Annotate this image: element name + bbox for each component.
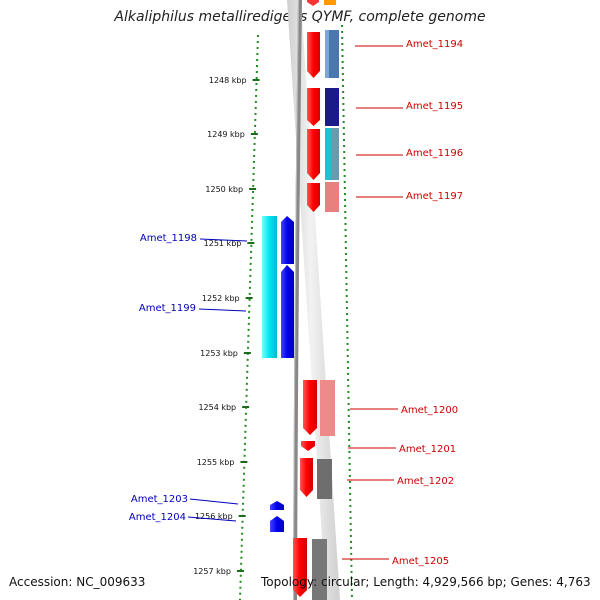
- gene-fragment-top: [324, 0, 336, 5]
- right-dotted-guide: [341, 24, 353, 600]
- ruler-tick-label: 1251 kbp: [204, 239, 242, 248]
- ruler-tick-label: 1249 kbp: [207, 130, 245, 139]
- ruler: 1248 kbp 1249 kbp 1250 kbp 1251 kbp 1252 kbp…: [193, 76, 260, 576]
- ruler-tick-label: 1253 kbp: [200, 349, 238, 358]
- gene-label-amet-1198[interactable]: Amet_1198: [140, 233, 197, 244]
- gene-arrow-amet-1198[interactable]: [281, 216, 294, 264]
- gene-leader-line: [199, 238, 248, 242]
- gene-label-amet-1195[interactable]: Amet_1195: [406, 101, 463, 112]
- gene-box-amet-1195[interactable]: [325, 88, 339, 126]
- gene-arrow-amet-1195[interactable]: [307, 88, 320, 126]
- gene-label-amet-1199[interactable]: Amet_1199: [139, 303, 196, 314]
- gene-label-amet-1205[interactable]: Amet_1205: [392, 556, 449, 567]
- backbone-band: [287, 0, 340, 600]
- gene-label-amet-1203[interactable]: Amet_1203: [131, 494, 188, 505]
- ruler-tick-label: 1257 kbp: [193, 567, 231, 576]
- gene-box-amet-1205[interactable]: [312, 539, 327, 600]
- ruler-tick-label: 1252 kbp: [202, 294, 240, 303]
- gene-arrow-amet-1196[interactable]: [307, 129, 320, 180]
- ruler-tick-label: 1254 kbp: [198, 403, 236, 412]
- gene-box-amet-1202[interactable]: [317, 459, 332, 499]
- gene-labels: Amet_1194 Amet_1195 Amet_1196 Amet_1197 Amet…: [129, 39, 463, 567]
- gene-leader-line: [198, 308, 247, 312]
- forward-strand-genes: [293, 30, 339, 600]
- gene-label-amet-1194[interactable]: Amet_1194: [406, 39, 463, 50]
- left-dotted-guide: [239, 34, 259, 600]
- gene-arrow-amet-1199[interactable]: [281, 265, 294, 358]
- gene-arrow-amet-1194[interactable]: [307, 32, 320, 78]
- gene-label-amet-1201[interactable]: Amet_1201: [399, 444, 456, 455]
- gene-label-amet-1196[interactable]: Amet_1196: [406, 148, 463, 159]
- gene-arrow-amet-1197[interactable]: [307, 183, 320, 212]
- gene-arrow-amet-1201[interactable]: [301, 441, 315, 451]
- backbone-line: [293, 0, 302, 600]
- gene-box-amet-1200[interactable]: [320, 380, 335, 436]
- gene-box-amet-1197[interactable]: [325, 182, 339, 212]
- gene-label-amet-1204[interactable]: Amet_1204: [129, 512, 186, 523]
- gene-label-amet-1200[interactable]: Amet_1200: [401, 405, 458, 416]
- gene-arrow-amet-1204[interactable]: [270, 516, 284, 532]
- ruler-tick-label: 1255 kbp: [197, 458, 235, 467]
- gene-arrow-amet-1200[interactable]: [303, 380, 317, 435]
- ruler-tick-label: 1248 kbp: [209, 76, 247, 85]
- accession-label: Accession: NC_009633: [9, 575, 146, 589]
- genome-summary: Topology: circular; Length: 4,929,566 bp…: [261, 575, 591, 589]
- ruler-tick-label: 1250 kbp: [205, 185, 243, 194]
- gene-box-amet-1198-1199[interactable]: [262, 216, 277, 358]
- gene-leader-line: [187, 516, 237, 522]
- ruler-tick-label: 1256 kbp: [195, 512, 233, 521]
- gene-arrow-amet-1205[interactable]: [293, 538, 307, 597]
- gene-label-amet-1202[interactable]: Amet_1202: [397, 476, 454, 487]
- reverse-strand-genes: [262, 216, 294, 532]
- gene-arrow-amet-1203[interactable]: [270, 501, 284, 510]
- gene-label-amet-1197[interactable]: Amet_1197: [406, 191, 463, 202]
- gene-arrow-amet-1202[interactable]: [300, 458, 313, 497]
- gene-leader-line: [189, 498, 239, 505]
